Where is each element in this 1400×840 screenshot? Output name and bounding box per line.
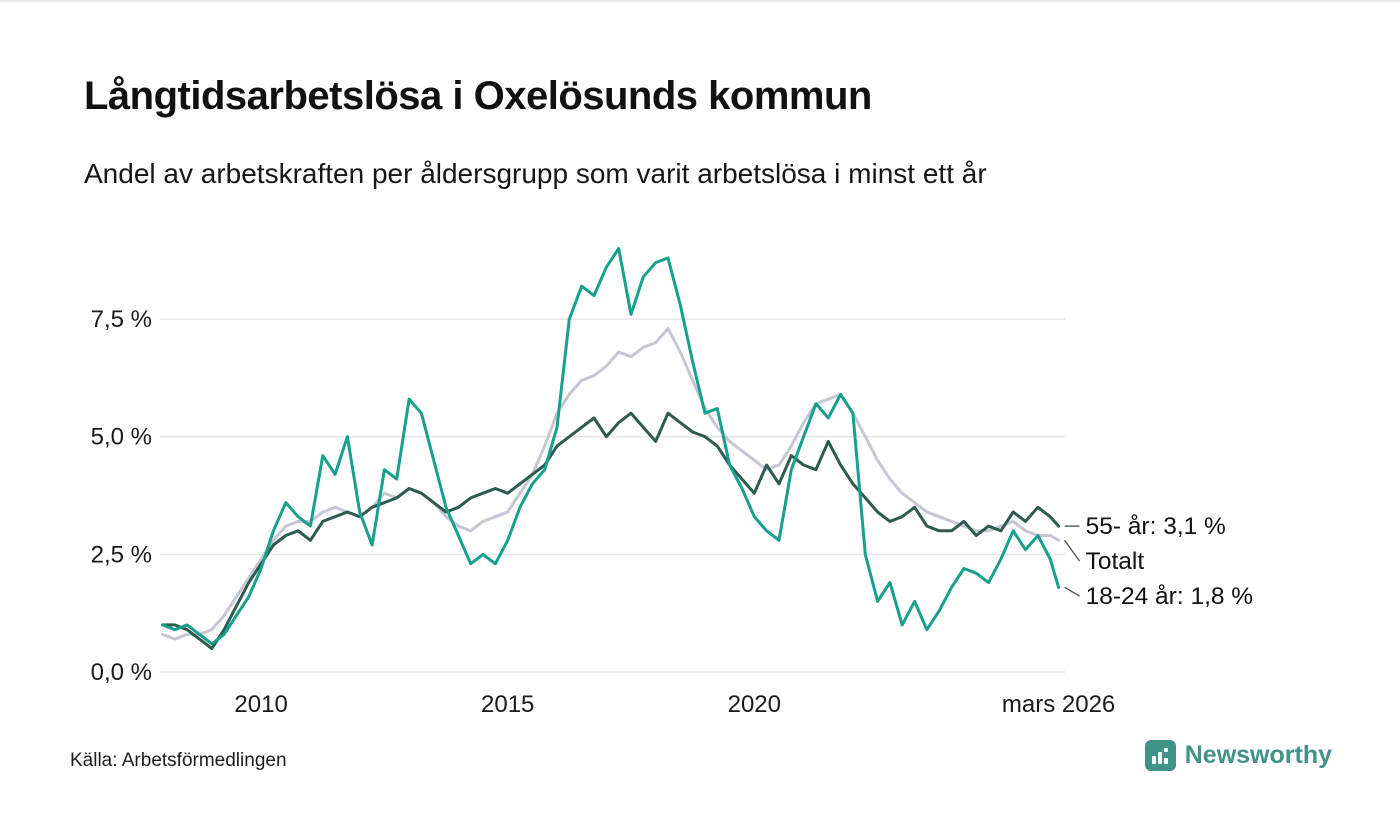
- y-axis-tick-label: 0,0 %: [91, 659, 152, 686]
- x-axis-tick-label: 2015: [481, 691, 534, 718]
- series-end-label: Totalt: [1086, 548, 1145, 575]
- x-axis-tick-label: 2020: [728, 691, 781, 718]
- newsworthy-logo[interactable]: Newsworthy: [1144, 740, 1332, 771]
- source-note: Källa: Arbetsförmedlingen: [70, 750, 287, 771]
- page-subtitle: Andel av arbetskraften per åldersgrupp s…: [84, 158, 987, 189]
- page-title: Långtidsarbetslösa i Oxelösunds kommun: [84, 74, 872, 118]
- newsworthy-wordmark: Newsworthy: [1184, 741, 1332, 769]
- series-end-label: 55- år: 3,1 %: [1086, 513, 1226, 540]
- x-axis-tick-label: 2010: [234, 691, 287, 718]
- y-axis-tick-label: 7,5 %: [91, 306, 152, 333]
- y-axis-tick-label: 2,5 %: [91, 541, 152, 568]
- series-line-55-r: [161, 411, 1061, 650]
- y-axis-tick-label: 5,0 %: [91, 424, 152, 451]
- x-axis-tick-label: mars 2026: [1002, 691, 1115, 718]
- top-divider: [0, 0, 1400, 2]
- series-line-18-24-r: [161, 247, 1061, 646]
- end-label-connector: [1064, 539, 1081, 562]
- series-line-totalt: [161, 327, 1061, 641]
- series-end-label: 18-24 år: 1,8 %: [1086, 583, 1254, 610]
- end-label-connector: [1064, 586, 1080, 597]
- bar-chart-logo-icon: [1144, 740, 1176, 771]
